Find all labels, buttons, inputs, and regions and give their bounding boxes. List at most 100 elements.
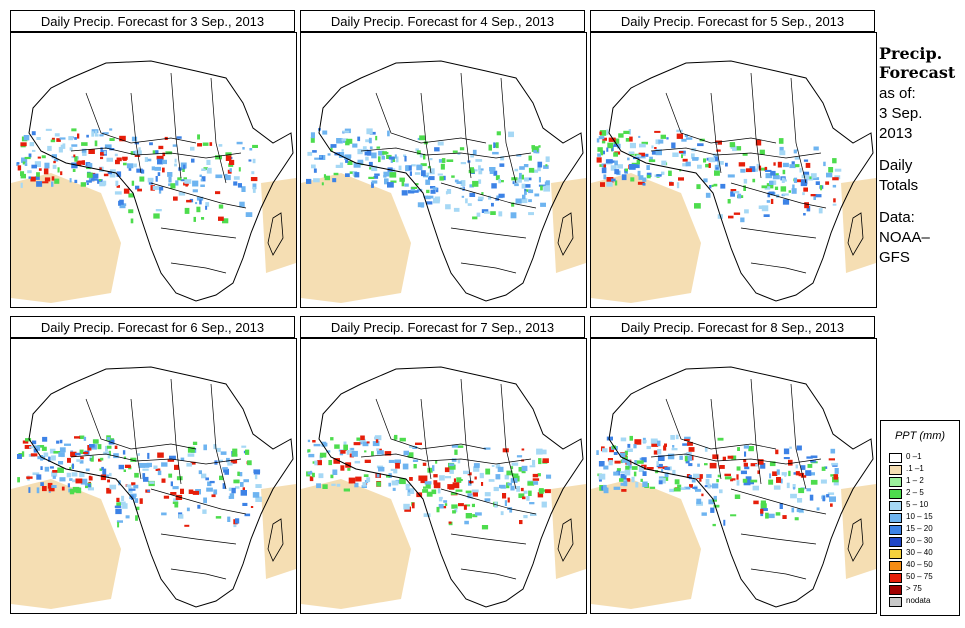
precip-cell: [613, 152, 618, 157]
precip-cell: [376, 448, 379, 451]
panel-title: Daily Precip. Forecast for 6 Sep., 2013: [10, 316, 295, 338]
precip-cell: [628, 129, 631, 135]
precip-cell: [691, 479, 696, 483]
precip-cell: [378, 156, 381, 163]
precip-cell: [711, 184, 714, 187]
precip-cell: [81, 148, 87, 154]
precip-cell: [205, 477, 209, 481]
precip-cell: [386, 475, 391, 478]
country-border: [460, 568, 517, 580]
precip-cell: [408, 488, 415, 494]
precip-cell: [602, 448, 608, 453]
precip-cell: [422, 175, 429, 178]
precip-cell: [340, 450, 346, 454]
precip-cell: [161, 512, 167, 516]
precip-cell: [426, 491, 433, 497]
precip-cell: [719, 465, 725, 469]
precip-cell: [325, 442, 328, 447]
precip-cell: [536, 448, 543, 455]
precip-cell: [119, 135, 126, 142]
country-border: [375, 92, 487, 144]
precip-cell: [669, 182, 674, 186]
precip-cell: [231, 453, 238, 457]
precip-cell: [709, 185, 712, 189]
precip-cell: [79, 460, 84, 464]
precip-cell: [87, 445, 92, 451]
precip-cell: [514, 183, 519, 187]
precip-cell: [744, 451, 747, 457]
precip-cell: [180, 457, 185, 461]
precip-cell: [469, 192, 476, 197]
precip-cell: [708, 157, 716, 163]
precip-cell: [45, 128, 52, 131]
precip-cell: [596, 450, 599, 455]
precip-cell: [155, 209, 162, 212]
precip-cell: [235, 486, 240, 489]
precip-cell: [460, 162, 466, 165]
heading-precip: Precip.: [879, 44, 943, 63]
precip-cell: [699, 478, 702, 482]
precip-cell: [672, 152, 679, 157]
precip-cell: [59, 137, 66, 140]
precip-cell: [376, 481, 381, 487]
precip-cell: [545, 180, 550, 186]
precip-cell: [31, 164, 37, 169]
precip-cell: [766, 183, 774, 189]
precip-cell: [610, 165, 617, 171]
precip-cell: [237, 183, 242, 188]
ppt-legend: PPT (mm) 0 –1 .1 –1 1 – 2 2 – 5 5 – 10 10 – 1…: [880, 420, 960, 616]
precip-cell: [348, 477, 356, 484]
precip-cell: [252, 144, 258, 148]
precip-cell: [201, 168, 206, 171]
precip-cell: [764, 186, 771, 190]
precip-cell: [52, 475, 56, 479]
precip-cell: [516, 455, 523, 458]
precip-cell: [408, 190, 415, 194]
precip-cell: [537, 161, 543, 168]
precip-cell: [105, 474, 109, 478]
precip-cell: [478, 165, 481, 171]
precip-cell: [314, 157, 320, 160]
precip-cell: [163, 495, 170, 499]
precip-cell: [209, 480, 215, 484]
precip-cell: [488, 144, 492, 151]
legend-swatch: [889, 513, 902, 523]
precip-cell: [793, 472, 797, 475]
precip-cell: [790, 493, 797, 499]
precip-cell: [769, 461, 776, 467]
precip-cell: [357, 136, 361, 142]
precip-cell: [434, 196, 441, 202]
precip-cell: [135, 185, 140, 190]
precip-cell: [528, 490, 532, 496]
dry-region: [551, 178, 586, 273]
precip-cell: [215, 174, 223, 179]
precip-cell: [393, 469, 398, 474]
precip-cell: [451, 175, 455, 178]
precip-cell: [384, 451, 392, 456]
precip-cell: [748, 446, 754, 452]
precip-cell: [657, 455, 665, 461]
precip-cell: [529, 502, 535, 505]
precip-cell: [669, 488, 675, 493]
precip-cell: [106, 157, 113, 162]
precip-cell: [481, 525, 489, 530]
precip-cell: [53, 451, 61, 454]
precip-cell: [192, 180, 199, 187]
panel-title: Daily Precip. Forecast for 7 Sep., 2013: [300, 316, 585, 338]
precip-cell: [308, 453, 315, 458]
precip-cell: [192, 490, 199, 495]
precip-cell: [629, 142, 636, 149]
precip-cell: [330, 144, 337, 148]
precip-cell: [187, 453, 195, 457]
precip-cell: [795, 164, 800, 168]
country-border: [740, 227, 817, 239]
precip-cell: [226, 457, 230, 463]
precip-cell: [59, 439, 63, 444]
map-canvas: [11, 366, 296, 609]
precip-cell: [418, 475, 422, 481]
precip-cell: [230, 459, 238, 464]
precip-cell: [371, 165, 378, 172]
panel-title: Daily Precip. Forecast for 3 Sep., 2013: [10, 10, 295, 32]
precip-cell: [449, 487, 455, 490]
precip-cell: [27, 170, 32, 174]
